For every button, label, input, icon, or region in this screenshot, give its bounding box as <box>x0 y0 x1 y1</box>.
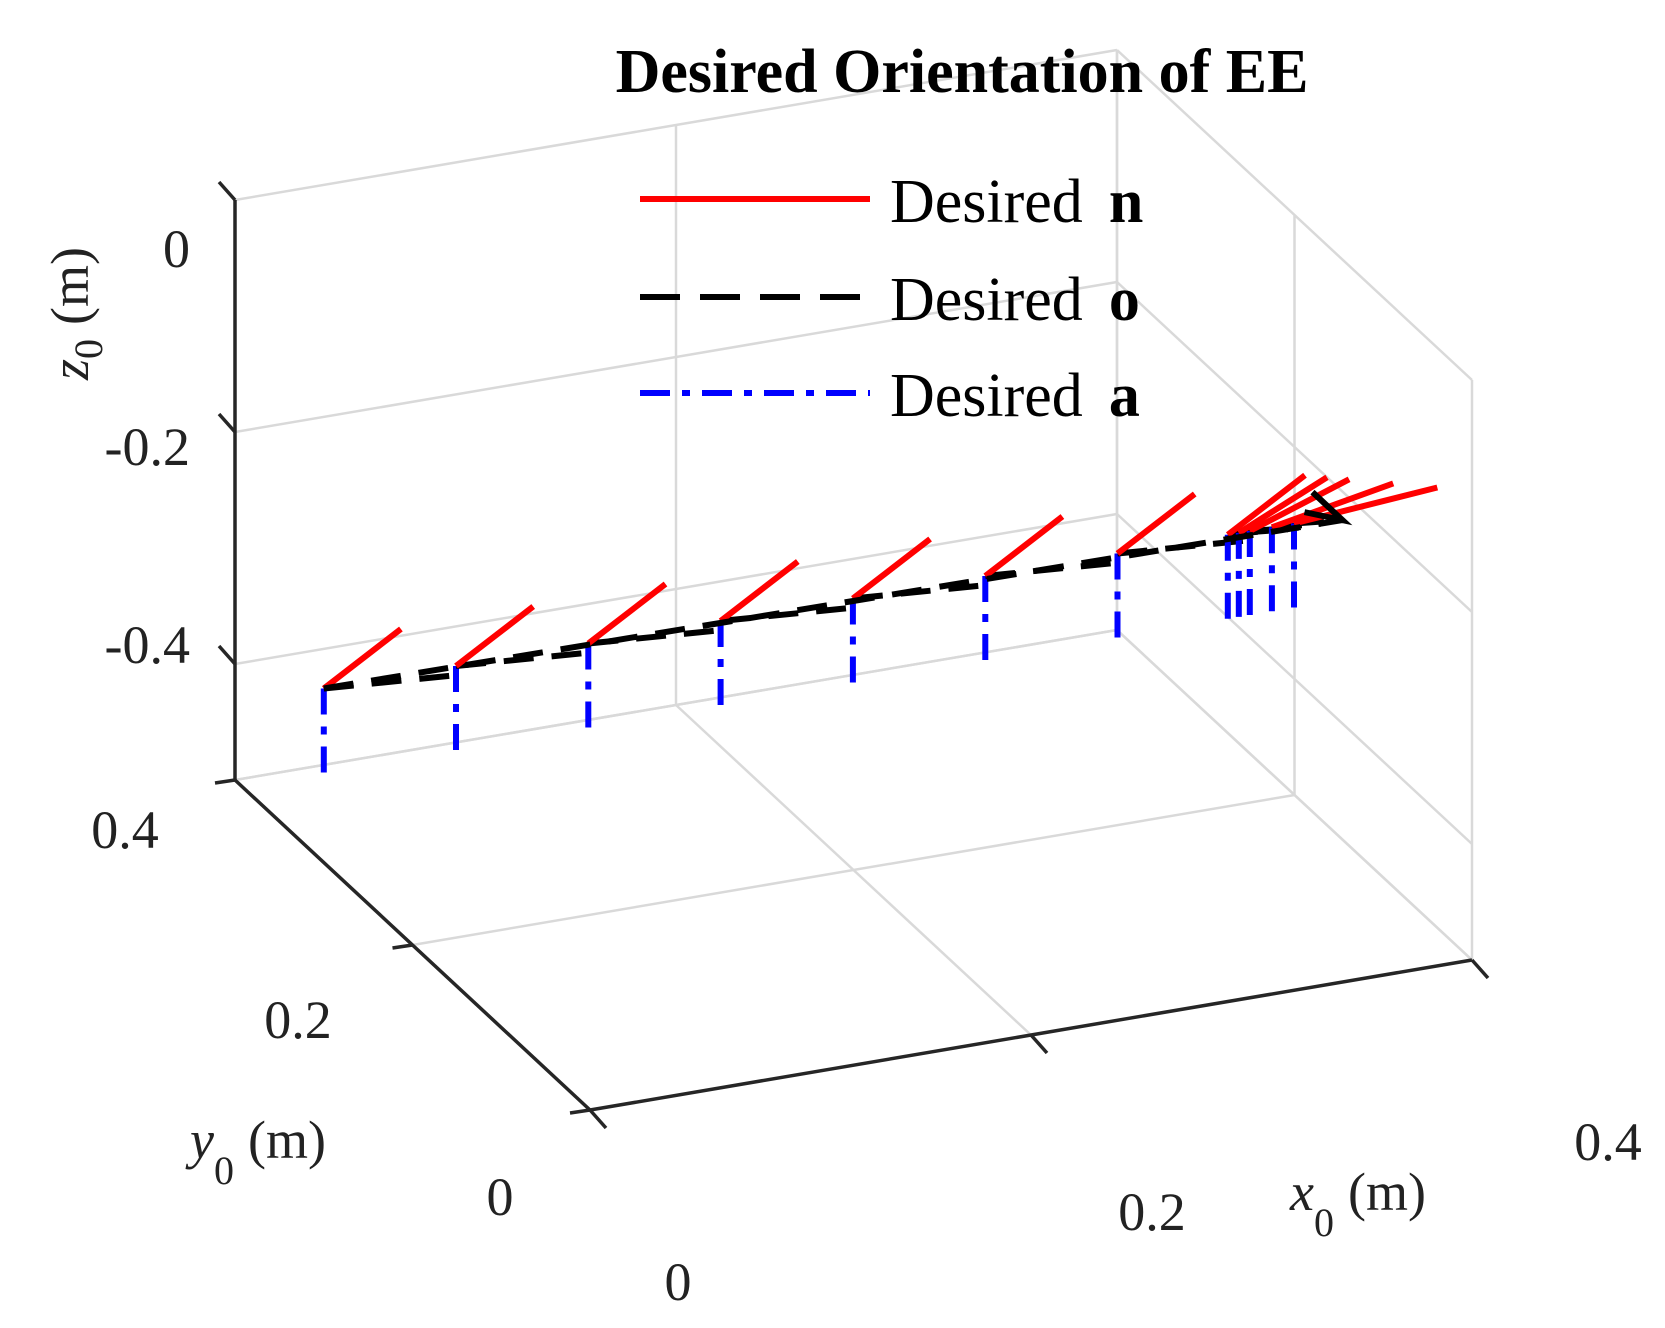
legend-bold-a: a <box>1109 362 1140 430</box>
frame-5-n-vector <box>983 514 1065 579</box>
x-axis-tick <box>1029 1033 1049 1055</box>
x-axis-label-unit: (m) <box>1348 1162 1426 1222</box>
legend-text-n: Desired <box>890 168 1083 236</box>
legend-text-a: Desired <box>890 362 1083 430</box>
legend: Desired n Desired o Desired a <box>640 168 1143 430</box>
y-axis-label-sub: 0 <box>214 1148 234 1193</box>
x-axis-tick <box>588 1108 608 1130</box>
legend-text-o: Desired <box>890 266 1083 334</box>
x-axis-label-var: x <box>1289 1162 1314 1222</box>
o-arrow-head <box>1303 489 1353 526</box>
grid-line-back-wall <box>234 512 1118 666</box>
y-tick-label: 0.2 <box>264 990 332 1050</box>
z-axis-tick <box>217 644 237 666</box>
legend-bold-n: n <box>1109 168 1143 236</box>
frame-7-n-vector <box>1225 472 1307 538</box>
x-tick-label: 0 <box>665 1252 692 1312</box>
x-tick-label: 0.4 <box>1574 1112 1642 1172</box>
grid-line-side-wall <box>1116 49 1473 381</box>
grid-line-floor <box>412 793 1295 947</box>
series-group <box>320 472 1439 782</box>
z-axis-label-var: z <box>40 359 100 381</box>
frame-3-n-vector <box>718 559 800 624</box>
y-axis-label: y0 (m) <box>185 1110 326 1193</box>
x-axis-label-sub: 0 <box>1314 1200 1334 1245</box>
grid-line-back-wall <box>234 628 1118 782</box>
grid-line-side-wall <box>1116 513 1473 845</box>
z-axis-label: z0 (m) <box>40 247 111 381</box>
chart-title: Desired Orientation of EE <box>616 38 1309 106</box>
x-axis-label: x0 (m) <box>1289 1162 1426 1245</box>
legend-label-a: Desired a <box>890 362 1140 430</box>
y-axis-tick <box>214 778 236 785</box>
x-axis-tick <box>1470 958 1490 980</box>
grid-line-back-wall <box>234 280 1118 434</box>
grid-line-back-wall <box>234 48 1118 202</box>
frame-8-n-vector <box>1237 474 1329 536</box>
y-axis-label-var: y <box>185 1110 214 1170</box>
frame-3-o-vector <box>720 603 863 624</box>
frame-4-o-vector <box>852 581 995 602</box>
z-tick-label: -0.2 <box>105 417 190 477</box>
o-trajectory-line <box>323 517 1343 692</box>
y-axis-tick <box>569 1108 591 1115</box>
legend-bold-o: o <box>1109 266 1140 334</box>
y-tick-label: 0.4 <box>91 800 159 860</box>
y-tick-label: 0 <box>487 1167 514 1227</box>
z-axis-label-unit: (m) <box>40 247 100 325</box>
grid-line-side-wall <box>1116 281 1473 613</box>
z-axis-label-sub: 0 <box>66 339 111 359</box>
axes-lines <box>214 180 1490 1130</box>
z-tick-label: -0.4 <box>105 615 190 675</box>
frame-2-n-vector <box>586 581 668 646</box>
legend-label-n: Desired n <box>890 168 1143 236</box>
x-tick-label: 0.2 <box>1118 1182 1186 1242</box>
frame-1-n-vector <box>454 604 536 669</box>
y-axis-label-unit: (m) <box>248 1110 326 1170</box>
frame-0-n-vector <box>321 626 403 691</box>
y-axis-tick <box>392 943 413 950</box>
frame-10-n-vector <box>1270 480 1395 531</box>
frame-9-n-vector <box>1248 476 1351 534</box>
legend-label-o: Desired o <box>890 266 1140 334</box>
z-axis-tick <box>217 180 237 202</box>
z-axis-tick <box>217 412 237 434</box>
grid-line-side-wall <box>1116 629 1473 961</box>
frame-4-n-vector <box>851 536 932 601</box>
z-tick-label: 0 <box>163 219 190 279</box>
frame-6-n-vector <box>1115 491 1197 556</box>
